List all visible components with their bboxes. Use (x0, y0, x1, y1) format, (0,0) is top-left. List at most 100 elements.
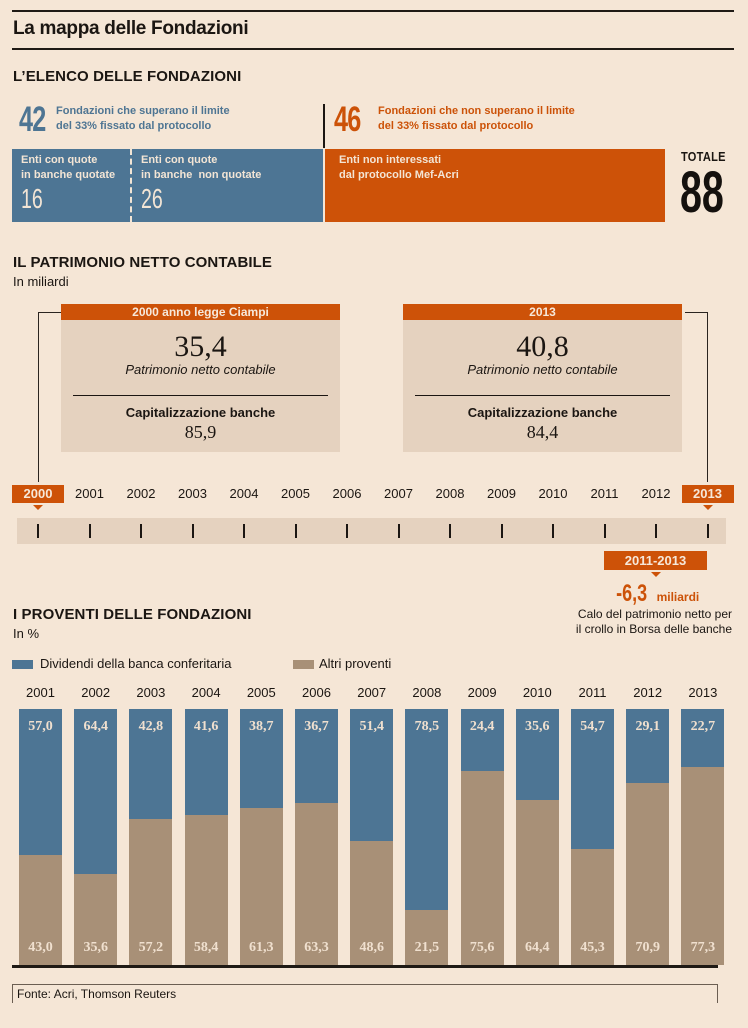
bar-year-2002: 2002 (81, 685, 111, 700)
over-limit-count: 42 (19, 100, 46, 139)
bar-label-altri-2008: 21,5 (414, 940, 440, 955)
timeline-year-2009: 2009 (487, 486, 516, 501)
page-title: La mappa delle Fondazioni (13, 18, 249, 39)
bar-altri-2008 (405, 909, 449, 965)
bar-label-altri-2013: 77,3 (690, 940, 716, 955)
bar-altri-2001 (19, 854, 62, 965)
box-non-interessati-line1: Enti non interessati (339, 154, 442, 166)
elenco-heading: L’ELENCO DELLE FONDAZIONI (13, 68, 242, 85)
panel-2013-cap-label: Capitalizzazione banche (467, 405, 618, 420)
timeline-tick-2003 (191, 524, 194, 538)
timeline-year-2006: 2006 (332, 486, 362, 501)
bar-label-dividendi-2004: 41,6 (193, 719, 219, 734)
under-limit-line1: Fondazioni che non superano il limite (378, 105, 575, 117)
bar-altri-2010 (515, 800, 559, 965)
bar-label-dividendi-2003: 42,8 (138, 719, 164, 734)
panel-2000-value: 35,4 (174, 330, 227, 363)
bar-label-altri-2011: 45,3 (580, 940, 605, 955)
panel-2013-value-label: Patrimonio netto contabile (467, 362, 618, 377)
bar-year-2007: 2007 (357, 685, 387, 700)
timeline-tick-2000 (37, 524, 39, 538)
box-non-interessati-line2: dal protocollo Mef-Acri (339, 169, 459, 181)
bar-dividendi-2012 (626, 709, 670, 784)
panel-2000-header: 2000 anno legge Ciampi (61, 304, 340, 320)
box-quotate-value: 16 (21, 183, 43, 214)
timeline-tick-2002 (140, 524, 142, 538)
callout-desc: Calo del patrimonio netto per il crollo … (576, 607, 732, 637)
bar-dividendi-2003 (129, 709, 173, 819)
top-rule (12, 10, 734, 12)
box-quotate-line1: Enti con quote (21, 154, 98, 166)
bar-label-dividendi-2009: 24,4 (469, 719, 495, 734)
over-limit-line1: Fondazioni che superano il limite (56, 105, 230, 117)
bar-label-altri-2005: 61,3 (249, 940, 274, 955)
source-text: Fonte: Acri, Thomson Reuters (17, 987, 177, 1001)
timeline-year-2007: 2007 (384, 486, 413, 501)
panel-2013: 2013 40,8 Patrimonio netto contabile Cap… (403, 304, 682, 452)
bar-label-dividendi-2013: 22,7 (690, 719, 716, 734)
bar-label-dividendi-2011: 54,7 (580, 719, 605, 734)
timeline-tick-2011 (603, 524, 606, 538)
callout-line1: Calo del patrimonio netto per (577, 607, 732, 621)
timeline-tick-2008 (449, 524, 451, 538)
bar-altri-2007 (350, 840, 394, 965)
bar-dividendi-2007 (350, 709, 394, 841)
timeline-year-2003: 2003 (178, 486, 207, 501)
chart-baseline-right (359, 965, 718, 968)
bar-dividendi-2005 (239, 709, 283, 809)
timeline-year-2001: 2001 (75, 486, 104, 501)
callout-value-row: -6,3 miliardi (600, 580, 710, 608)
timeline-year-2008: 2008 (435, 486, 465, 501)
connector-2000-h (38, 312, 61, 313)
bar-label-dividendi-2001: 57,0 (28, 719, 53, 734)
bar-dividendi-2006 (295, 709, 338, 803)
bar-year-2010: 2010 (522, 685, 552, 700)
source-box-right (359, 984, 718, 985)
under-limit-line2: del 33% fissato dal protocollo (378, 120, 534, 132)
title-rule (12, 48, 734, 50)
box-dashed-separator (130, 149, 132, 222)
timeline-tick-2007 (397, 524, 400, 538)
bar-label-altri-2002: 35,6 (83, 940, 108, 955)
panel-2013-divider (415, 395, 670, 396)
timeline-marker-2000 (33, 505, 43, 510)
bar-year-2013: 2013 (688, 685, 718, 700)
bar-label-altri-2003: 57,2 (138, 940, 164, 955)
bar-label-altri-2001: 43,0 (28, 940, 53, 955)
legend-label-altri: Altri proventi (319, 656, 392, 671)
blue-box (12, 149, 323, 222)
bar-year-2009: 2009 (467, 685, 497, 700)
bar-altri-2012 (626, 783, 670, 965)
bar-altri-2006 (295, 802, 338, 965)
callout-value: -6,3 (615, 580, 647, 607)
timeline-marker-2013 (702, 505, 713, 510)
timeline-year-2004: 2004 (229, 486, 259, 501)
proventi-unit: In % (13, 626, 40, 641)
callout-unit: miliardi (656, 590, 700, 604)
bar-year-2004: 2004 (191, 685, 221, 700)
timeline-tick-2013 (706, 524, 709, 538)
callout-period: 2011-2013 (604, 551, 707, 570)
bar-altri-2009 (460, 771, 504, 965)
timeline-tick-2009 (500, 524, 503, 538)
bar-dividendi-2002 (74, 709, 118, 874)
panel-2000-cap-value: 85,9 (184, 422, 217, 442)
bar-dividendi-2001 (19, 709, 62, 855)
panel-2000: 2000 anno legge Ciampi 35,4 Patrimonio n… (61, 304, 340, 452)
bar-altri-2005 (239, 808, 283, 965)
panel-2000-cap-label: Capitalizzazione banche (125, 405, 276, 420)
callout-line2: il crollo in Borsa delle banche (575, 622, 732, 636)
timeline-tick-2006 (346, 524, 348, 538)
timeline-tick-2010 (552, 524, 554, 538)
bar-year-2001: 2001 (26, 685, 55, 700)
under-limit-desc: Fondazioni che non superano il limite de… (378, 104, 575, 134)
timeline-year-2013: 2013 (681, 485, 734, 503)
bar-year-2003: 2003 (136, 685, 166, 700)
bar-label-altri-2004: 58,4 (193, 940, 219, 955)
patrimonio-unit: In miliardi (13, 274, 69, 289)
box-quotate-line2: in banche quotate (21, 169, 116, 181)
timeline-year-2011: 2011 (590, 486, 619, 501)
source-box-right-edge (717, 984, 718, 1003)
timeline-year-2005: 2005 (281, 486, 310, 501)
orange-box: Enti non interessati dal protocollo Mef-… (325, 149, 665, 222)
